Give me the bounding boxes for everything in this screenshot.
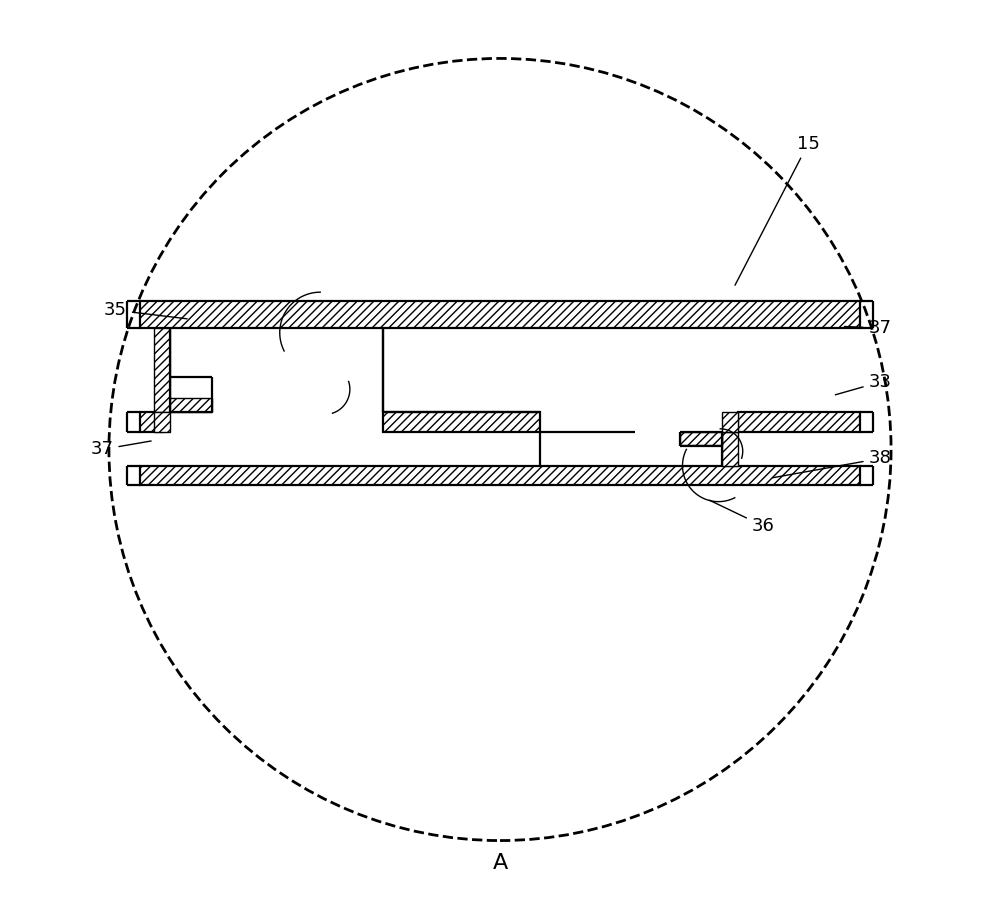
Text: 35: 35 bbox=[104, 301, 187, 319]
Text: 37: 37 bbox=[90, 441, 151, 458]
Bar bbox=[140, 301, 860, 328]
Bar bbox=[722, 432, 738, 466]
Bar bbox=[680, 432, 722, 445]
Bar bbox=[170, 398, 212, 412]
Text: 15: 15 bbox=[735, 135, 820, 285]
Text: 36: 36 bbox=[709, 500, 775, 535]
Text: A: A bbox=[492, 853, 508, 873]
Text: 33: 33 bbox=[835, 373, 892, 395]
Bar bbox=[154, 328, 170, 412]
Bar bbox=[140, 412, 163, 432]
Text: 38: 38 bbox=[772, 450, 891, 477]
Bar bbox=[383, 412, 540, 432]
Bar bbox=[154, 412, 170, 432]
Bar bbox=[722, 412, 738, 432]
Bar bbox=[140, 466, 860, 485]
Text: 37: 37 bbox=[844, 319, 892, 337]
Bar bbox=[738, 412, 860, 432]
